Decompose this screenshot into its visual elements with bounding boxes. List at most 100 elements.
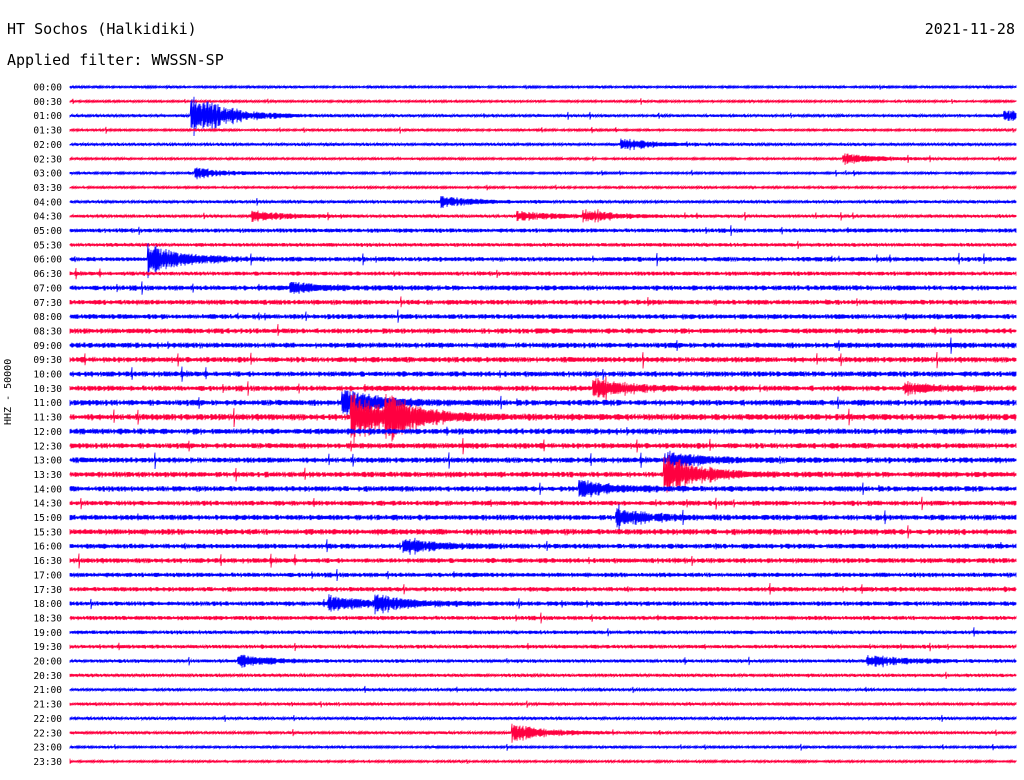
trace-row-1530 bbox=[69, 525, 1017, 539]
row-label-2130: 21:30 bbox=[33, 700, 62, 711]
trace-row-1000 bbox=[69, 366, 1017, 382]
trace-row-0200 bbox=[69, 138, 1017, 151]
trace-row-2330 bbox=[69, 758, 1017, 765]
trace-row-0300 bbox=[69, 167, 1017, 180]
trace-row-2030 bbox=[69, 671, 1017, 679]
row-label-0000: 00:00 bbox=[33, 83, 62, 94]
trace-row-0500 bbox=[69, 225, 1017, 237]
trace-row-0630 bbox=[69, 267, 1017, 280]
row-label-0830: 08:30 bbox=[33, 326, 62, 337]
row-label-1430: 14:30 bbox=[33, 499, 62, 510]
row-label-2230: 22:30 bbox=[33, 728, 62, 739]
row-label-1600: 16:00 bbox=[33, 542, 62, 553]
trace-row-1400 bbox=[69, 479, 1017, 498]
trace-row-1230 bbox=[69, 438, 1017, 455]
row-label-1000: 10:00 bbox=[33, 370, 62, 381]
row-label-0800: 08:00 bbox=[33, 312, 62, 323]
trace-row-2100 bbox=[69, 685, 1017, 694]
row-label-0600: 06:00 bbox=[33, 255, 62, 266]
trace-row-1800 bbox=[69, 594, 1017, 615]
row-label-1530: 15:30 bbox=[33, 527, 62, 538]
trace-row-1930 bbox=[69, 642, 1017, 652]
row-label-1830: 18:30 bbox=[33, 613, 62, 624]
trace-row-0400 bbox=[69, 195, 1017, 209]
row-label-1630: 16:30 bbox=[33, 556, 62, 567]
trace-row-0930 bbox=[69, 351, 1017, 369]
row-label-1800: 18:00 bbox=[33, 599, 62, 610]
row-label-1130: 11:30 bbox=[33, 413, 62, 424]
trace-row-1430 bbox=[69, 496, 1017, 511]
trace-row-0330 bbox=[69, 184, 1017, 191]
trace-row-0030 bbox=[69, 98, 1017, 105]
row-label-2030: 20:30 bbox=[33, 671, 62, 682]
row-label-0900: 09:00 bbox=[33, 341, 62, 352]
row-label-1700: 17:00 bbox=[33, 570, 62, 581]
row-label-0430: 04:30 bbox=[33, 212, 62, 223]
row-label-1500: 15:00 bbox=[33, 513, 62, 524]
trace-row-1500 bbox=[69, 504, 1017, 531]
trace-row-0000 bbox=[69, 84, 1017, 90]
trace-row-0130 bbox=[69, 126, 1017, 134]
trace-row-2230 bbox=[69, 723, 1017, 743]
row-label-0530: 05:30 bbox=[33, 240, 62, 251]
row-label-0500: 05:00 bbox=[33, 226, 62, 237]
trace-row-1130 bbox=[69, 393, 1017, 444]
trace-row-0830 bbox=[69, 324, 1017, 336]
trace-row-0600 bbox=[69, 243, 1017, 279]
row-label-1300: 13:00 bbox=[33, 456, 62, 467]
trace-row-2000 bbox=[69, 654, 1017, 668]
row-label-1930: 19:30 bbox=[33, 642, 62, 653]
row-label-0330: 03:30 bbox=[33, 183, 62, 194]
trace-row-0730 bbox=[69, 296, 1017, 308]
row-label-2000: 20:00 bbox=[33, 657, 62, 668]
row-label-1730: 17:30 bbox=[33, 585, 62, 596]
row-label-0100: 01:00 bbox=[33, 111, 62, 122]
trace-row-1630 bbox=[69, 553, 1017, 569]
filter-label: Applied filter: WWSSN-SP bbox=[7, 51, 224, 69]
trace-row-1030 bbox=[69, 376, 1017, 402]
trace-row-2200 bbox=[69, 714, 1017, 722]
trace-row-1730 bbox=[69, 582, 1017, 595]
trace-row-0800 bbox=[69, 309, 1017, 323]
trace-row-0900 bbox=[69, 337, 1017, 354]
row-label-0630: 06:30 bbox=[33, 269, 62, 280]
row-label-1330: 13:30 bbox=[33, 470, 62, 481]
row-label-0230: 02:30 bbox=[33, 154, 62, 165]
row-label-0730: 07:30 bbox=[33, 298, 62, 309]
row-label-0930: 09:30 bbox=[33, 355, 62, 366]
trace-row-1830 bbox=[69, 612, 1017, 624]
trace-row-2130 bbox=[69, 700, 1017, 708]
row-label-1200: 12:00 bbox=[33, 427, 62, 438]
row-label-1900: 19:00 bbox=[33, 628, 62, 639]
row-label-1030: 10:30 bbox=[33, 384, 62, 395]
trace-row-0530 bbox=[69, 240, 1017, 249]
trace-row-0230 bbox=[69, 153, 1017, 165]
trace-row-2300 bbox=[69, 743, 1017, 751]
row-label-0030: 00:30 bbox=[33, 97, 62, 108]
trace-row-1100 bbox=[69, 390, 1017, 418]
row-label-1400: 14:00 bbox=[33, 484, 62, 495]
trace-row-0700 bbox=[69, 281, 1017, 295]
station-title: HT Sochos (Halkidiki) bbox=[7, 20, 197, 38]
trace-row-1900 bbox=[69, 627, 1017, 637]
trace-row-0430 bbox=[69, 209, 1017, 223]
trace-row-1330 bbox=[69, 455, 1017, 493]
trace-row-1300 bbox=[69, 450, 1017, 472]
row-label-2300: 23:00 bbox=[33, 743, 62, 754]
trace-row-1600 bbox=[69, 537, 1017, 555]
trace-row-0100 bbox=[69, 96, 1017, 137]
row-label-2330: 23:30 bbox=[33, 757, 62, 768]
row-label-1100: 11:00 bbox=[33, 398, 62, 409]
row-label-0400: 04:00 bbox=[33, 197, 62, 208]
date-label: 2021-11-28 bbox=[924, 20, 1015, 38]
row-label-2100: 21:00 bbox=[33, 685, 62, 696]
row-label-0200: 02:00 bbox=[33, 140, 62, 151]
row-label-2200: 22:00 bbox=[33, 714, 62, 725]
row-label-1230: 12:30 bbox=[33, 441, 62, 452]
row-label-0130: 01:30 bbox=[33, 126, 62, 137]
trace-row-1700 bbox=[69, 568, 1017, 582]
trace-row-1200 bbox=[69, 426, 1017, 436]
row-label-0300: 03:00 bbox=[33, 169, 62, 180]
row-label-0700: 07:00 bbox=[33, 283, 62, 294]
